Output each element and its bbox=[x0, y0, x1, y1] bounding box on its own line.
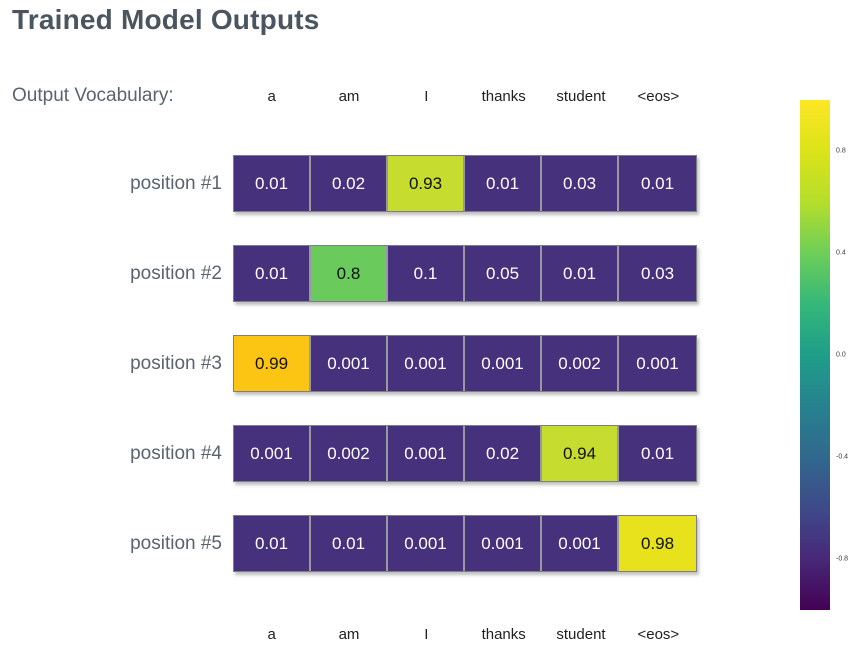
row-label: position #2 bbox=[130, 262, 222, 284]
prob-cell: 0.1 bbox=[388, 246, 465, 301]
column-footer-eos: <eos> bbox=[637, 626, 680, 643]
prob-cell: 0.001 bbox=[542, 516, 619, 571]
prob-cell: 0.001 bbox=[388, 336, 465, 391]
heatmap-row-position-5: position #5 0.01 0.01 0.001 0.001 0.001 … bbox=[0, 515, 859, 572]
colorbar-tick: 0.0 bbox=[836, 351, 846, 359]
row-label: position #1 bbox=[130, 172, 222, 194]
prob-cell: 0.01 bbox=[465, 156, 542, 211]
prob-cell: 0.001 bbox=[619, 336, 696, 391]
page-title: Trained Model Outputs bbox=[12, 4, 320, 35]
prob-cell: 0.01 bbox=[234, 246, 311, 301]
prob-cell: 0.001 bbox=[311, 336, 388, 391]
prob-cell: 0.8 bbox=[311, 246, 388, 301]
column-header-eos: <eos> bbox=[637, 88, 680, 105]
column-header-student: student bbox=[556, 88, 606, 105]
heatmap-row-position-3: position #3 0.99 0.001 0.001 0.001 0.002… bbox=[0, 335, 859, 392]
column-footer-thanks: thanks bbox=[481, 626, 526, 643]
prob-cell: 0.03 bbox=[542, 156, 619, 211]
row-label: position #3 bbox=[130, 352, 222, 374]
probability-row: 0.001 0.002 0.001 0.02 0.94 0.01 bbox=[233, 425, 697, 482]
colorbar-gradient bbox=[800, 100, 830, 610]
heatmap-row-position-4: position #4 0.001 0.002 0.001 0.02 0.94 … bbox=[0, 425, 859, 482]
prob-cell: 0.01 bbox=[619, 156, 696, 211]
prob-cell: 0.03 bbox=[619, 246, 696, 301]
column-header-i: I bbox=[424, 88, 429, 105]
prob-cell: 0.93 bbox=[388, 156, 465, 211]
prob-cell: 0.001 bbox=[388, 516, 465, 571]
prob-cell: 0.01 bbox=[311, 516, 388, 571]
prob-cell: 0.05 bbox=[465, 246, 542, 301]
row-label: position #4 bbox=[130, 442, 222, 464]
prob-cell: 0.99 bbox=[234, 336, 311, 391]
prob-cell: 0.01 bbox=[234, 156, 311, 211]
colorbar-tick: 0.8 bbox=[836, 147, 846, 155]
prob-cell: 0.002 bbox=[311, 426, 388, 481]
column-footer-am: am bbox=[338, 626, 360, 643]
column-footer-student: student bbox=[556, 626, 606, 643]
prob-cell: 0.02 bbox=[311, 156, 388, 211]
prob-cell: 0.002 bbox=[542, 336, 619, 391]
prob-cell: 0.02 bbox=[465, 426, 542, 481]
output-vocabulary-label: Output Vocabulary: bbox=[12, 85, 174, 106]
row-label: position #5 bbox=[130, 532, 222, 554]
prob-cell: 0.01 bbox=[619, 426, 696, 481]
column-header-am: am bbox=[338, 88, 360, 105]
colorbar-tick: -0.8 bbox=[836, 555, 849, 563]
column-footer-i: I bbox=[424, 626, 429, 643]
heatmap-row-position-2: position #2 0.01 0.8 0.1 0.05 0.01 0.03 bbox=[0, 245, 859, 302]
probability-row: 0.99 0.001 0.001 0.001 0.002 0.001 bbox=[233, 335, 697, 392]
probability-row: 0.01 0.02 0.93 0.01 0.03 0.01 bbox=[233, 155, 697, 212]
column-footers: a am I thanks student <eos> bbox=[233, 626, 697, 643]
probability-row: 0.01 0.01 0.001 0.001 0.001 0.98 bbox=[233, 515, 697, 572]
prob-cell: 0.98 bbox=[619, 516, 696, 571]
probability-row: 0.01 0.8 0.1 0.05 0.01 0.03 bbox=[233, 245, 697, 302]
colorbar-tick: 0.4 bbox=[836, 249, 846, 257]
heatmap-row-position-1: position #1 0.01 0.02 0.93 0.01 0.03 0.0… bbox=[0, 155, 859, 212]
prob-cell: 0.01 bbox=[542, 246, 619, 301]
prob-cell: 0.001 bbox=[234, 426, 311, 481]
colorbar: 0.8 0.4 0.0 -0.4 -0.8 bbox=[800, 100, 858, 610]
prob-cell: 0.001 bbox=[465, 336, 542, 391]
column-headers: a am I thanks student <eos> bbox=[233, 88, 697, 105]
prob-cell: 0.01 bbox=[234, 516, 311, 571]
column-header-a: a bbox=[267, 88, 276, 105]
prob-cell: 0.001 bbox=[388, 426, 465, 481]
column-header-thanks: thanks bbox=[481, 88, 526, 105]
column-footer-a: a bbox=[267, 626, 276, 643]
prob-cell: 0.001 bbox=[465, 516, 542, 571]
colorbar-tick: -0.4 bbox=[836, 453, 849, 461]
prob-cell: 0.94 bbox=[542, 426, 619, 481]
